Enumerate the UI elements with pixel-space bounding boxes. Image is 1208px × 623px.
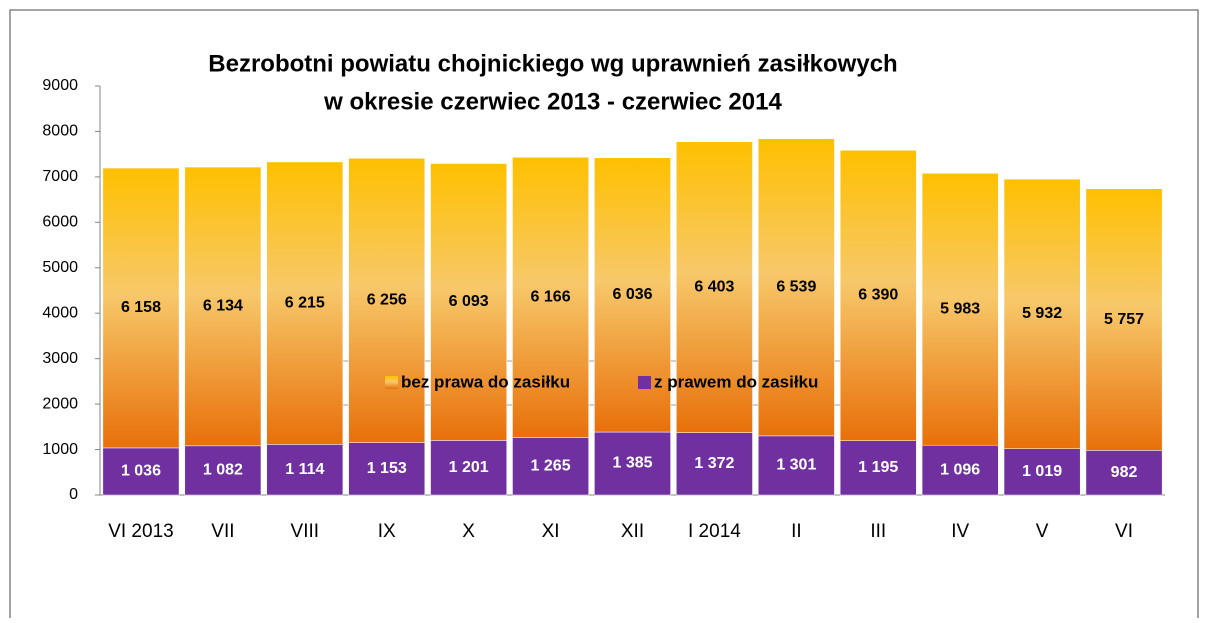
bar-segment [348,158,426,443]
data-label: 6 134 [203,298,243,315]
bar-segment [430,440,507,496]
data-label: 1 153 [367,460,407,477]
data-label: 6 158 [121,299,161,316]
data-label: 982 [1111,464,1138,481]
data-label: 5 932 [1022,305,1062,322]
x-tick-label: III [870,521,886,542]
y-tick-label: 0 [69,486,78,503]
y-tick-label: 6000 [42,214,78,231]
data-label: 1 265 [531,457,571,474]
data-label: 6 403 [694,278,734,295]
x-tick-label: VII [211,521,234,542]
x-tick-label: VI 2013 [108,521,174,542]
bar-segment [266,161,344,445]
chart-title: Bezrobotni powiatu chojnickiego wg upraw… [208,50,897,77]
data-label: 1 019 [1022,463,1062,480]
bar-segment [594,157,671,433]
x-tick-label: XII [621,521,644,542]
legend-swatch [385,376,398,389]
bar-segment [676,141,753,433]
x-tick-label: VI [1115,521,1133,542]
data-label: 6 093 [449,293,489,310]
data-label: 1 114 [285,461,324,478]
bar-segment [839,440,917,496]
y-tick-label: 1000 [42,441,78,458]
data-label: 6 215 [285,294,325,311]
bar-segment [512,157,589,438]
data-label: 1 201 [449,459,489,476]
bar-segment [1003,448,1081,496]
chart-title: w okresie czerwiec 2013 - czerwiec 2014 [323,88,782,115]
data-label: 1 082 [203,462,243,479]
bar-segment [758,435,835,496]
data-label: 1 195 [858,459,898,476]
bar-segment [921,173,999,446]
x-tick-label: I 2014 [688,521,741,542]
y-tick-label: 7000 [42,168,78,185]
y-tick-label: 5000 [42,259,78,276]
y-tick-label: 2000 [42,395,78,412]
bar-segment [184,166,262,447]
data-label: 1 096 [940,461,980,478]
data-label: 5 757 [1104,311,1144,328]
legend-label: z prawem do zasiłku [654,372,818,391]
data-label: 1 372 [694,455,734,472]
bar-segment [1003,178,1081,449]
data-label: 5 983 [940,300,980,317]
data-label: 6 166 [531,289,571,306]
bar-segment [839,150,917,441]
bar-segment [266,444,344,496]
x-tick-label: XI [542,521,560,542]
x-tick-label: IX [378,521,396,542]
y-tick-label: 3000 [42,350,78,367]
data-label: 1 036 [121,463,161,480]
bar-segment [512,437,589,496]
bar-segment [921,444,999,496]
bar-segment [676,432,753,496]
legend-swatch [638,376,651,389]
bar-segment [430,163,507,441]
x-tick-label: V [1036,521,1049,542]
x-tick-label: VIII [291,521,320,542]
x-tick-label: X [462,521,475,542]
x-tick-label: IV [951,521,969,542]
y-tick-label: 9000 [42,77,78,94]
data-label: 6 036 [612,286,652,303]
bar-segment [184,445,262,496]
bar-segment [758,138,835,437]
bar-segment [1085,450,1163,496]
y-tick-label: 4000 [42,304,78,321]
y-tick-label: 8000 [42,123,78,140]
bar-segment [1085,188,1163,451]
bar-segment [102,167,180,449]
data-label: 6 256 [367,292,407,309]
data-label: 1 385 [612,455,652,472]
data-label: 6 539 [776,279,816,296]
bar-segment [594,431,671,496]
x-tick-label: II [791,521,802,542]
data-label: 6 390 [858,287,898,304]
data-label: 1 301 [776,457,816,474]
legend-label: bez prawa do zasiłku [401,372,570,391]
